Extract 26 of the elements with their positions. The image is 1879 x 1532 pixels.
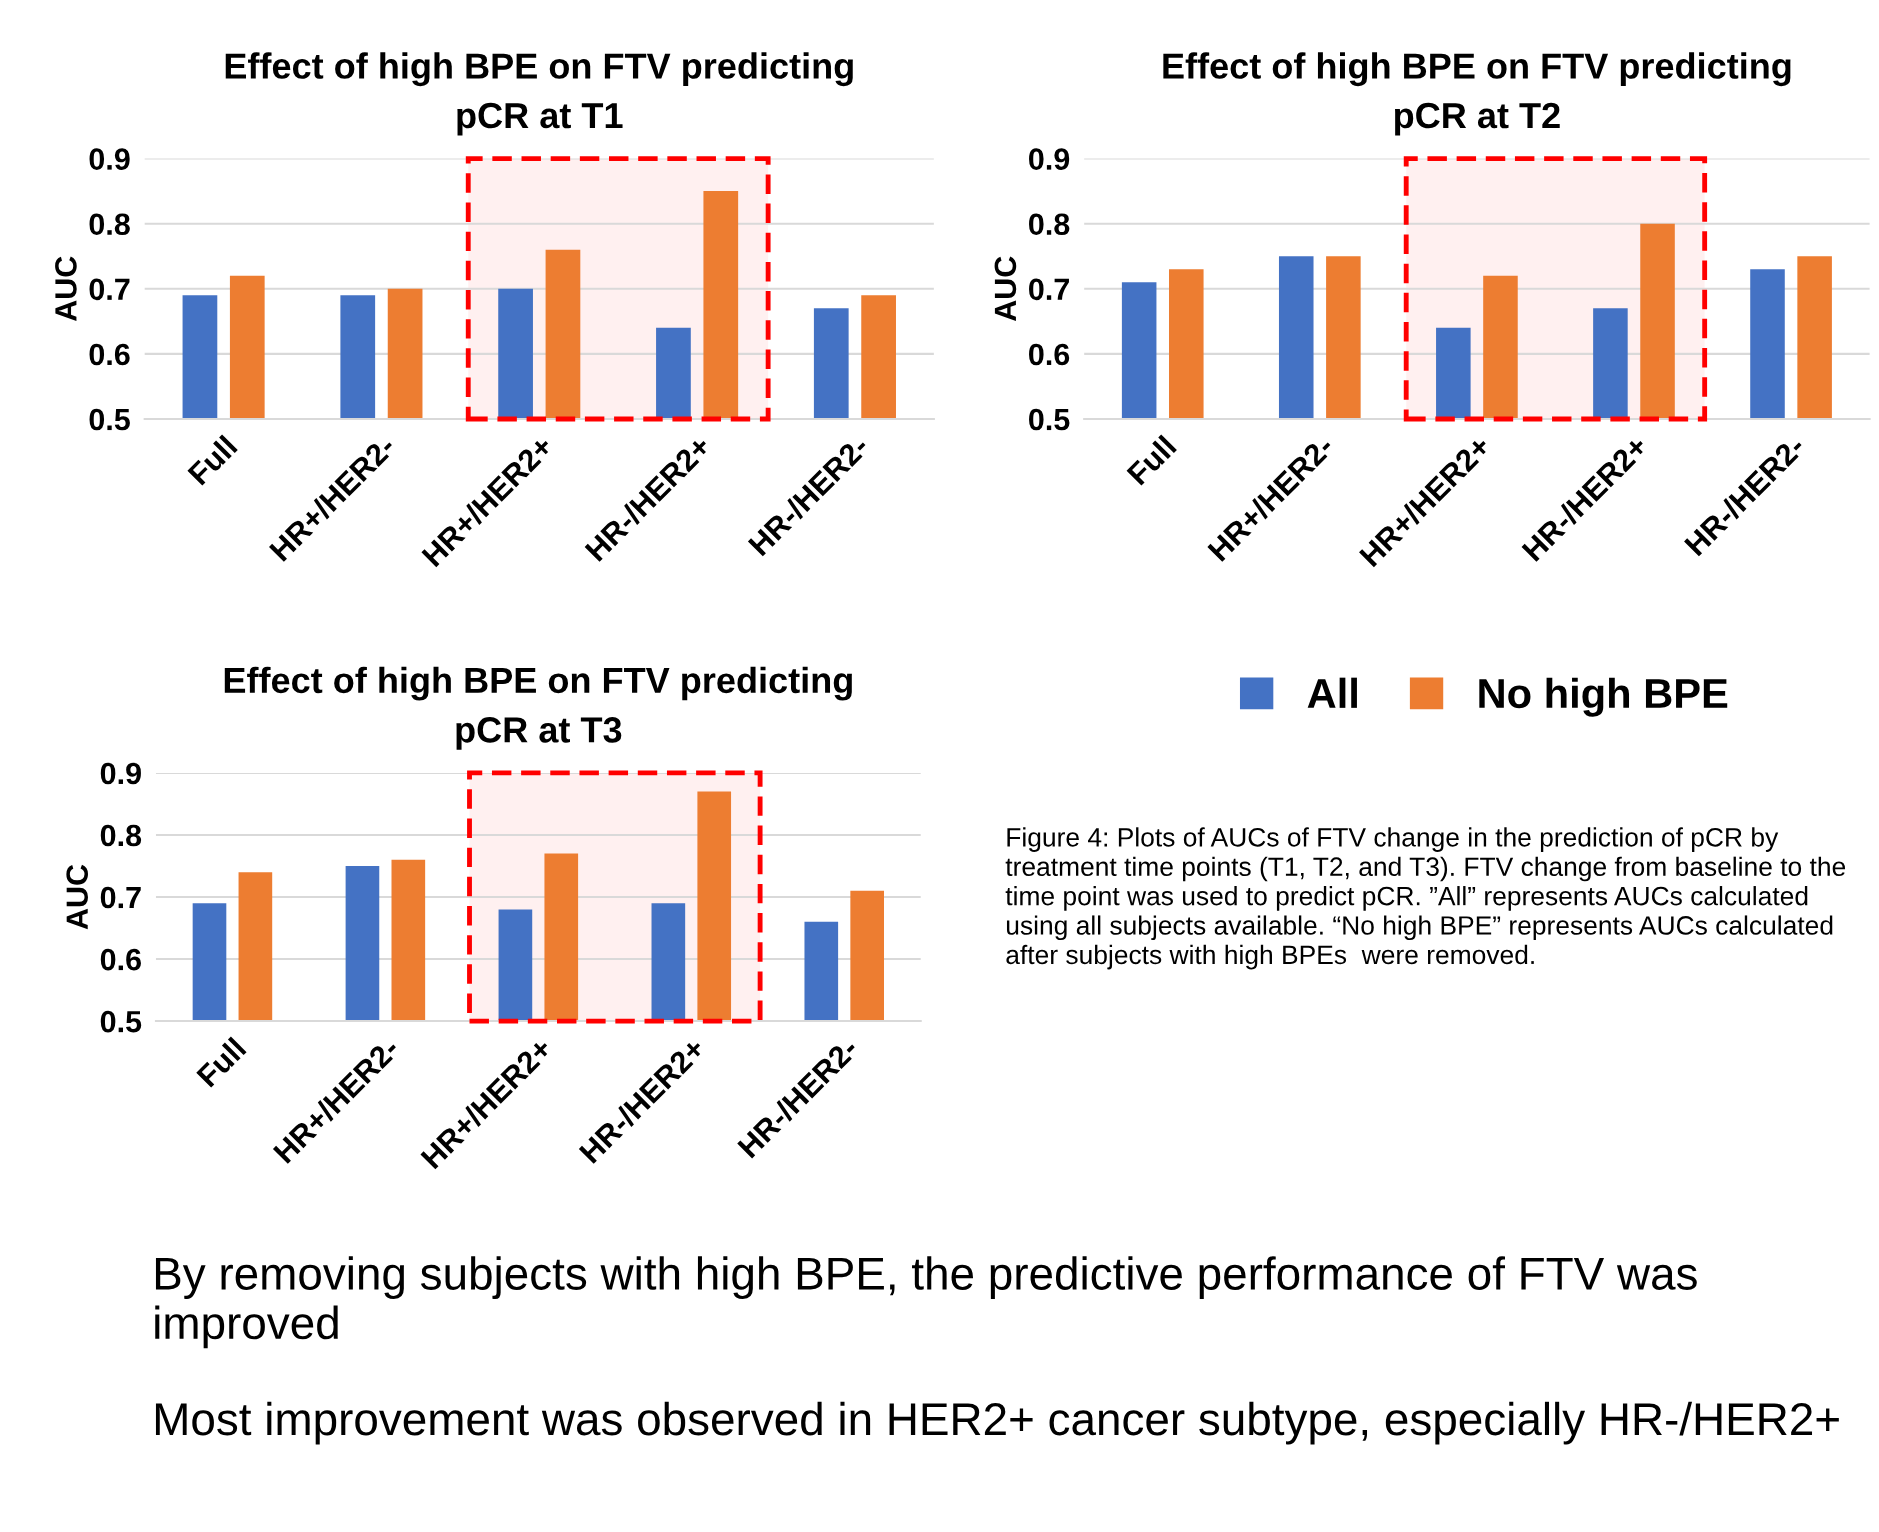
y-tick-label: 0.7 — [1029, 278, 1069, 301]
y-tick-label: 0.9 — [100, 762, 141, 785]
y-tick-label: 0.7 — [100, 886, 141, 909]
y-tick-label: 0.6 — [100, 948, 141, 971]
y-axis-title: AUC — [66, 864, 88, 930]
y-tick-label: 0.5 — [1029, 408, 1070, 431]
y-tick-label: 0.6 — [1029, 343, 1070, 366]
legend-label: No high BPE — [1479, 677, 1728, 717]
text: By removing subjects with high BPE, the predictive performance of FTV was improved — [155, 1256, 1697, 1349]
y-tick-label: 0.8 — [89, 213, 130, 236]
y-axis-title: AUC — [55, 256, 77, 322]
y-tick-label: 0.9 — [89, 148, 130, 170]
y-tick-label: 0.8 — [100, 824, 142, 847]
y-tick-label: 0.6 — [89, 343, 130, 366]
caption: Figure 4: Plots of AUCs of FTV change in the prediction of pCR by treatment time points (T1, T2, and T3). FTV change from baseline to the time point was used to predict pCR. ”All” represents AUCs calculated using all subjects available. “No high BPE” represents AUCs calculated after subjects with high BPEs were removed. — [1005, 827, 1846, 970]
y-tick-label: 0.9 — [1029, 148, 1070, 170]
y-tick-label: 0.5 — [100, 1010, 142, 1033]
chart-title: Effect of high BPE on FTV predicting pCR at T2 — [1163, 52, 1791, 136]
chart-title: Effect of high BPE on FTV predicting pCR at T1 — [225, 52, 853, 136]
chart-title: Effect of high BPE on FTV predicting pCR at T3 — [224, 666, 852, 750]
text: Most improvement was observed in HER2+ cancer subtype, especially HR-/HER2+ — [155, 1401, 1839, 1445]
legend-label: All — [1307, 677, 1357, 708]
y-tick-label: 0.5 — [89, 408, 130, 431]
y-tick-label: 0.7 — [89, 278, 130, 301]
y-axis-title: AUC — [994, 256, 1017, 322]
y-tick-label: 0.8 — [1029, 213, 1070, 236]
